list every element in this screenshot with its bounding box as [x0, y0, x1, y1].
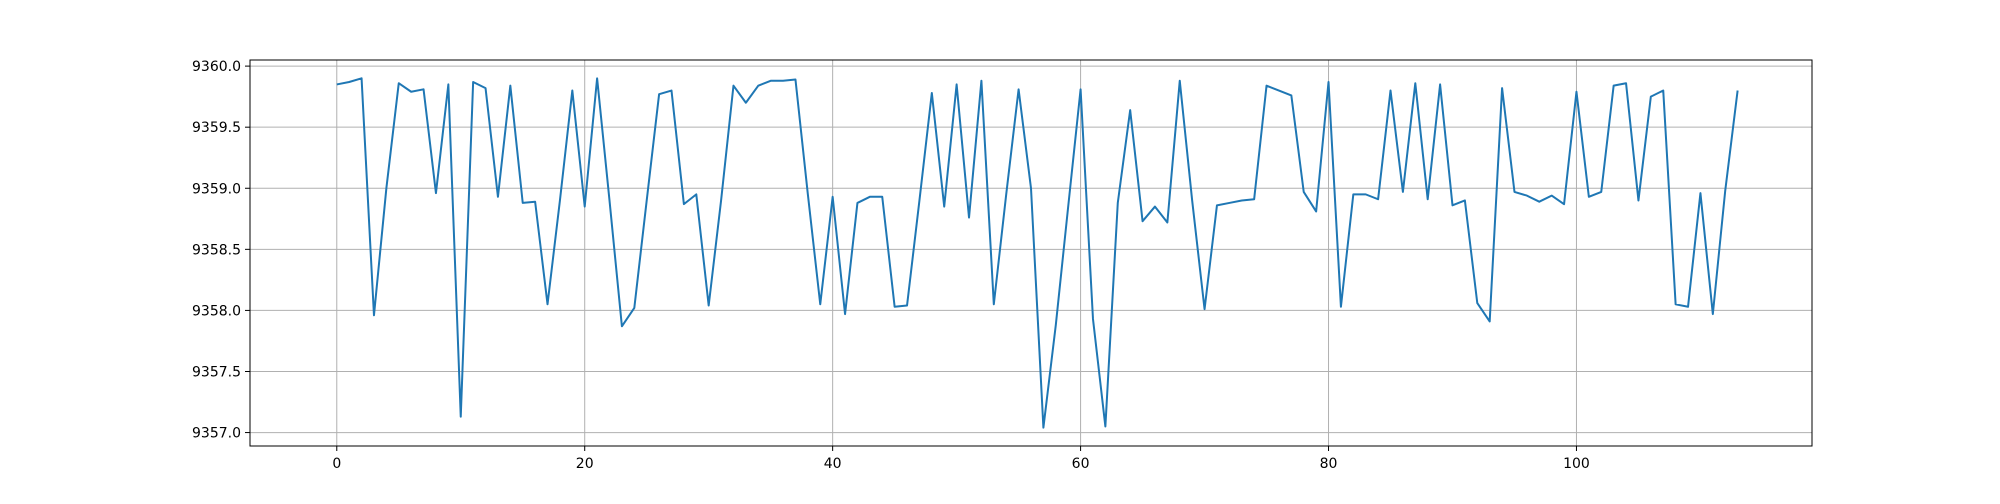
- series-layer: [336, 77, 1739, 429]
- series-line: [336, 77, 1739, 429]
- x-tick-label: 20: [576, 456, 594, 472]
- y-axis: 9357.0 9357.5 9358.0 9358.5 9359.0 9359.5 9360…: [192, 59, 250, 442]
- x-axis: 0 20 40 60 80 100: [332, 446, 1590, 472]
- y-tick-label: 9358.5: [192, 242, 241, 258]
- y-tick-label: 9360.0: [192, 59, 241, 75]
- y-tick-label: 9357.5: [192, 364, 241, 380]
- y-tick-label: 9358.0: [192, 303, 241, 319]
- x-tick-label: 60: [1072, 456, 1090, 472]
- x-tick-label: 40: [824, 456, 842, 472]
- y-tick-label: 9359.5: [192, 120, 241, 136]
- y-tick-label: 9357.0: [192, 426, 241, 442]
- x-tick-label: 80: [1320, 456, 1338, 472]
- y-tick-label: 9359.0: [192, 181, 241, 197]
- grid-lines: [250, 60, 1812, 446]
- x-tick-label: 0: [332, 456, 341, 472]
- plot-frame: [249, 59, 1813, 447]
- x-tick-label: 100: [1563, 456, 1590, 472]
